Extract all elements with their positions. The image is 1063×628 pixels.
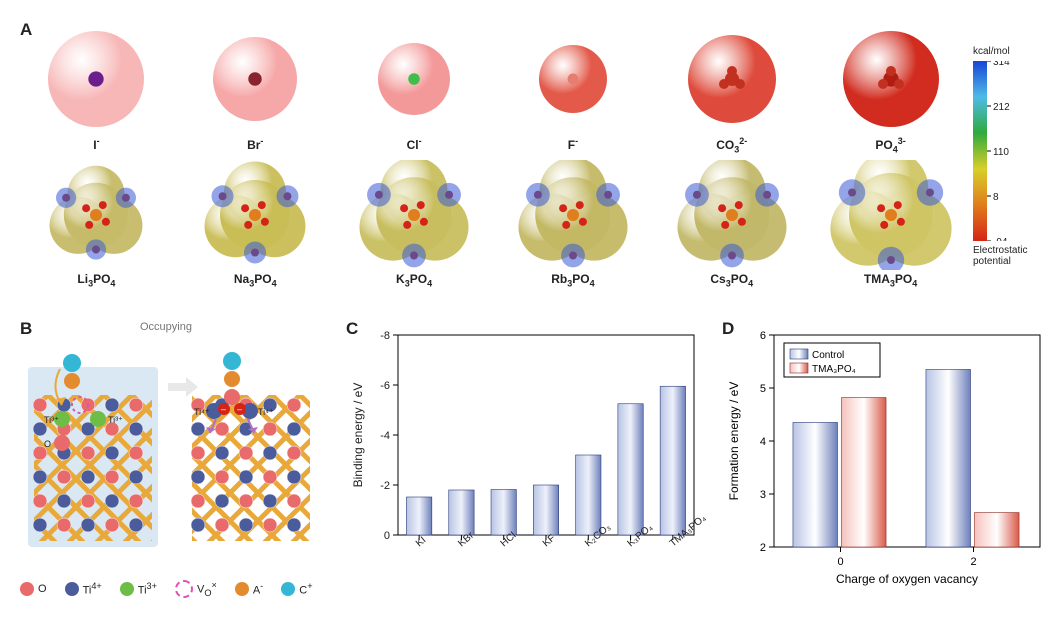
svg-text:-2: -2 (380, 480, 390, 492)
panel-c-label: C (346, 319, 358, 339)
legend-item-A: A- (235, 581, 263, 597)
svg-text:O: O (44, 439, 51, 449)
svg-text:-4: -4 (380, 430, 390, 442)
legend-item-Vo: VO× (175, 580, 217, 598)
orbital-label: Rb3PO4 (551, 272, 594, 288)
orbital-I⁻: I- (20, 24, 173, 154)
svg-text:2: 2 (970, 556, 976, 568)
svg-text:–: – (237, 404, 242, 414)
svg-text:5: 5 (760, 383, 766, 395)
svg-text:6: 6 (760, 330, 766, 342)
svg-text:110: 110 (993, 147, 1009, 158)
panel-d-chart: 2 3 4 5 6 Formation energy / eV 0 2 Charge of ox… (722, 319, 1052, 589)
svg-text:Ti⁴⁺: Ti⁴⁺ (258, 407, 274, 417)
svg-text:TMA₃PO₄: TMA₃PO₄ (812, 364, 856, 375)
panel-b-schematic: Ti³⁺ Ti³⁺ O Ti⁴⁺ Ti⁴⁺ – – (20, 339, 330, 569)
svg-text:-8: -8 (380, 330, 390, 342)
orbital-label: I- (93, 136, 99, 152)
svg-text:Ti³⁺: Ti³⁺ (108, 415, 123, 425)
panel-a-label: A (20, 20, 32, 40)
legend-item-C: C+ (281, 581, 312, 597)
legend-item-Ti3: Ti3+ (120, 581, 157, 597)
orbital-Na₃PO₄: Na3PO4 (179, 160, 332, 288)
svg-text:-6: -6 (380, 380, 390, 392)
svg-text:-94: -94 (993, 237, 1008, 241)
colorbar: kcal/mol3142121108-94Electrostaticpotent… (973, 24, 1043, 289)
orbital-Br⁻: Br- (179, 24, 332, 154)
orbital-label: K3PO4 (396, 272, 432, 288)
legend-item-Ti4: Ti4+ (65, 581, 102, 597)
orbital-PO₄³⁻: PO43- (814, 24, 967, 154)
svg-text:Formation energy / eV: Formation energy / eV (727, 381, 741, 500)
svg-text:4: 4 (760, 436, 766, 448)
panel-a: I-Br-Cl-F-CO32-PO43-kcal/mol3142121108-9… (20, 24, 1043, 301)
orbital-label: F- (568, 136, 578, 152)
orbital-CO₃²⁻: CO32- (655, 24, 808, 154)
orbital-label: CO32- (716, 136, 747, 154)
svg-text:2: 2 (760, 542, 766, 554)
svg-text:212: 212 (993, 102, 1010, 113)
svg-text:Charge of oxygen vacancy: Charge of oxygen vacancy (836, 572, 978, 586)
panel-b-label: B (20, 319, 32, 338)
svg-text:0: 0 (384, 530, 390, 542)
orbital-label: Br- (247, 136, 263, 152)
svg-text:KI: KI (414, 535, 428, 550)
orbital-label: TMA3PO4 (864, 272, 917, 288)
panel-c: C 0-2-4-6-8Binding energy / eVKIKBrHClKF… (346, 319, 706, 598)
svg-text:3: 3 (760, 489, 766, 501)
svg-text:Binding energy / eV: Binding energy / eV (351, 382, 365, 487)
svg-text:Ti⁴⁺: Ti⁴⁺ (194, 407, 210, 417)
orbital-label: Na3PO4 (234, 272, 277, 288)
legend-item-O: O (20, 582, 47, 596)
orbital-Cl⁻: Cl- (338, 24, 491, 154)
occupying-label: Occupying (140, 321, 192, 333)
orbital-TMA₃PO₄: TMA3PO4 (814, 160, 967, 288)
orbital-label: Cs3PO4 (710, 272, 753, 288)
orbital-Rb₃PO₄: Rb3PO4 (496, 160, 649, 288)
orbital-label: PO43- (875, 136, 905, 154)
panel-d-label: D (722, 319, 734, 339)
orbital-label: Cl- (407, 136, 422, 152)
svg-text:314: 314 (993, 61, 1010, 68)
orbital-label: Li3PO4 (77, 272, 115, 288)
panel-b-legend: O Ti4+ Ti3+ VO× A- C+ (20, 580, 330, 598)
svg-text:–: – (221, 404, 226, 414)
orbital-Cs₃PO₄: Cs3PO4 (655, 160, 808, 288)
panel-d: D 2 3 4 5 6 Formation energy / eV 0 2 Charge of … (722, 319, 1052, 598)
orbital-K₃PO₄: K3PO4 (338, 160, 491, 288)
panel-b: B Occupying (20, 319, 330, 598)
svg-text:Ti³⁺: Ti³⁺ (44, 415, 59, 425)
panel-c-chart: 0-2-4-6-8Binding energy / eVKIKBrHClKFK₂… (346, 319, 706, 589)
orbital-Li₃PO₄: Li3PO4 (20, 160, 173, 288)
orbital-F⁻: F- (496, 24, 649, 154)
svg-text:Control: Control (812, 350, 844, 361)
svg-text:0: 0 (837, 556, 843, 568)
svg-text:8: 8 (993, 192, 999, 203)
